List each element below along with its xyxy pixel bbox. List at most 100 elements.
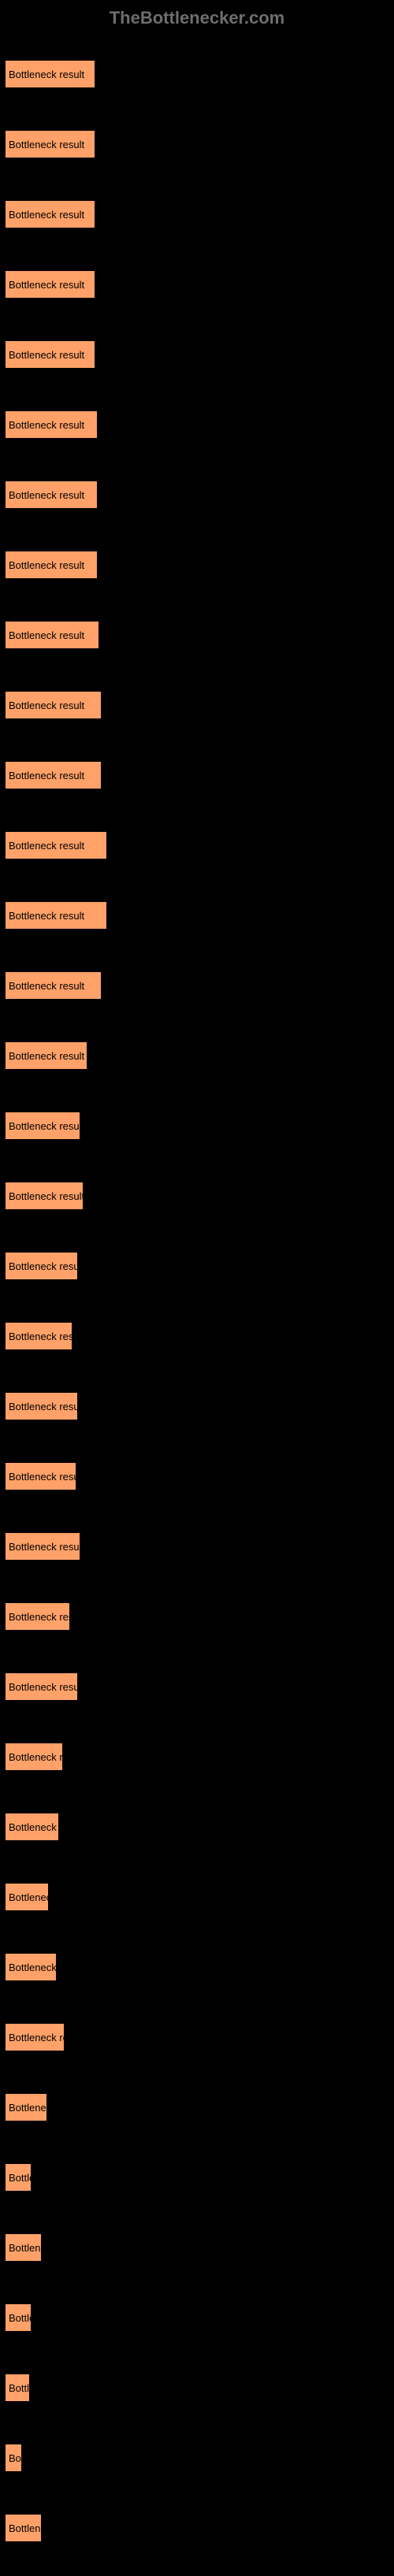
bar: Bottleneck result: [5, 1322, 72, 1350]
bar-label: Bottleneck result: [9, 2452, 22, 2464]
bar: Bottleneck result: [5, 1743, 63, 1771]
bar-label: Bottleneck result: [9, 1681, 78, 1693]
bar-label: Bottleneck result: [9, 700, 84, 711]
bar: Bottleneck result: [5, 2303, 32, 2332]
bar-row: Bottleneck result: [5, 745, 394, 815]
bar-row: Bottleneck result: [5, 535, 394, 605]
bar: Bottleneck result: [5, 2514, 42, 2542]
bar-label: Bottleneck result: [9, 1471, 76, 1483]
bar-label: Bottleneck result: [9, 980, 84, 992]
bar: Bottleneck result: [5, 1813, 59, 1841]
bar: Bottleneck result: [5, 2444, 22, 2472]
bar: Bottleneck result: [5, 270, 95, 299]
bar: Bottleneck result: [5, 1462, 76, 1490]
bar: Bottleneck result: [5, 481, 98, 509]
bar: Bottleneck result: [5, 691, 102, 719]
bar-label: Bottleneck result: [9, 1331, 72, 1342]
bar: Bottleneck result: [5, 2374, 30, 2402]
bar-row: Bottleneck result: [5, 2358, 394, 2428]
bar-label: Bottleneck result: [9, 1541, 80, 1553]
bar-row: Bottleneck result: [5, 325, 394, 395]
bar-row: Bottleneck result: [5, 2498, 394, 2568]
bar-label: Bottleneck result: [9, 209, 84, 221]
bar-label: Bottleneck result: [9, 840, 84, 852]
bar: Bottleneck result: [5, 1672, 78, 1701]
bar: Bottleneck result: [5, 2163, 32, 2192]
bar-row: Bottleneck result: [5, 1797, 394, 1867]
bar-row: Bottleneck result: [5, 2077, 394, 2147]
bar-chart: Bottleneck result Bottleneck result Bottle…: [0, 44, 394, 2568]
bar: Bottleneck result: [5, 1953, 57, 1981]
bar: Bottleneck result: [5, 200, 95, 228]
bar: Bottleneck result: [5, 1112, 80, 1140]
bar: Bottleneck result: [5, 761, 102, 789]
bar: Bottleneck result: [5, 340, 95, 369]
bar-label: Bottleneck result: [9, 770, 84, 781]
bar-row: Bottleneck result: [5, 465, 394, 535]
bar-row: Bottleneck result: [5, 1867, 394, 1937]
bar-label: Bottleneck result: [9, 489, 84, 501]
bar: Bottleneck result: [5, 621, 99, 649]
bar: Bottleneck result: [5, 410, 98, 439]
bar-label: Bottleneck result: [9, 1611, 70, 1623]
bar-label: Bottleneck result: [9, 1120, 80, 1132]
bar-row: Bottleneck result: [5, 1937, 394, 2007]
bar-label: Bottleneck result: [9, 279, 84, 291]
bar-row: Bottleneck result: [5, 815, 394, 885]
page-title: TheBottlenecker.com: [0, 8, 394, 28]
bar-label: Bottleneck result: [9, 2102, 47, 2114]
bar: Bottleneck result: [5, 1392, 78, 1420]
bar-row: Bottleneck result: [5, 1516, 394, 1587]
bar-row: Bottleneck result: [5, 2218, 394, 2288]
bar: Bottleneck result: [5, 60, 95, 88]
bar-row: Bottleneck result: [5, 1166, 394, 1236]
bar-row: Bottleneck result: [5, 1587, 394, 1657]
bar-row: Bottleneck result: [5, 885, 394, 956]
bar-label: Bottleneck result: [9, 2172, 32, 2184]
bar: Bottleneck result: [5, 1532, 80, 1561]
bar-row: Bottleneck result: [5, 2147, 394, 2218]
bar-label: Bottleneck result: [9, 139, 84, 150]
bar: Bottleneck result: [5, 971, 102, 1000]
bar-label: Bottleneck result: [9, 1260, 78, 1272]
bar: Bottleneck result: [5, 2023, 65, 2051]
bar-row: Bottleneck result: [5, 44, 394, 114]
bar: Bottleneck result: [5, 1252, 78, 1280]
bar-label: Bottleneck result: [9, 2522, 42, 2534]
bar: Bottleneck result: [5, 1883, 49, 1911]
bar: Bottleneck result: [5, 1602, 70, 1631]
bar-row: Bottleneck result: [5, 1727, 394, 1797]
bar-row: Bottleneck result: [5, 2288, 394, 2358]
bar-label: Bottleneck result: [9, 559, 84, 571]
bar-row: Bottleneck result: [5, 1096, 394, 1166]
bar: Bottleneck result: [5, 2233, 42, 2262]
bar-label: Bottleneck result: [9, 419, 84, 431]
bar-row: Bottleneck result: [5, 1236, 394, 1306]
bar-row: Bottleneck result: [5, 1657, 394, 1727]
bar-label: Bottleneck result: [9, 1050, 84, 1062]
bar-row: Bottleneck result: [5, 184, 394, 254]
bar-row: Bottleneck result: [5, 1446, 394, 1516]
bar-label: Bottleneck result: [9, 69, 84, 80]
bar: Bottleneck result: [5, 130, 95, 158]
bar-label: Bottleneck result: [9, 629, 84, 641]
bar: Bottleneck result: [5, 1041, 87, 1070]
bar-label: Bottleneck result: [9, 349, 84, 361]
bar-row: Bottleneck result: [5, 2007, 394, 2077]
bar-label: Bottleneck result: [9, 2312, 32, 2324]
bar-label: Bottleneck result: [9, 1190, 84, 1202]
bar-label: Bottleneck result: [9, 2382, 30, 2394]
bar: Bottleneck result: [5, 2093, 47, 2121]
bar-label: Bottleneck result: [9, 1401, 78, 1412]
bar: Bottleneck result: [5, 1182, 84, 1210]
bar-row: Bottleneck result: [5, 1306, 394, 1376]
bar-row: Bottleneck result: [5, 956, 394, 1026]
bar-label: Bottleneck result: [9, 1751, 63, 1763]
bar-row: Bottleneck result: [5, 605, 394, 675]
bar: Bottleneck result: [5, 831, 107, 859]
bar-label: Bottleneck result: [9, 2242, 42, 2254]
bar-label: Bottleneck result: [9, 2032, 65, 2043]
bar-row: Bottleneck result: [5, 395, 394, 465]
bar: Bottleneck result: [5, 901, 107, 930]
bar-label: Bottleneck result: [9, 1962, 57, 1973]
